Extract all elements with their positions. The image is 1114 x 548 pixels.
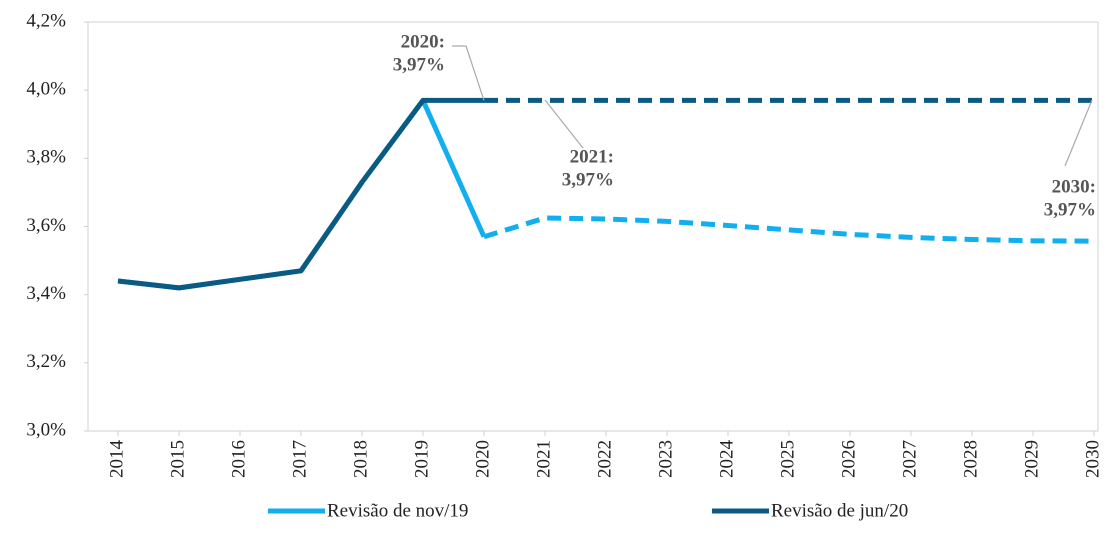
x-tick-label: 2016 bbox=[228, 440, 249, 478]
y-tick-label: 3,4% bbox=[26, 283, 66, 304]
x-tick-label: 2029 bbox=[1021, 440, 1042, 478]
x-tick-label: 2025 bbox=[777, 440, 798, 478]
x-tick-label: 2028 bbox=[960, 440, 981, 478]
series-line bbox=[117, 97, 487, 291]
x-tick-label: 2018 bbox=[350, 440, 371, 478]
annotation-text: 2020: bbox=[401, 31, 445, 52]
plot-frame bbox=[87, 21, 1099, 432]
y-tick-label: 4,0% bbox=[26, 79, 66, 100]
annotation-text: 3,97% bbox=[562, 169, 614, 190]
x-tick-label: 2022 bbox=[594, 440, 615, 478]
annotation-text: 2021: bbox=[570, 146, 614, 167]
legend-label: Revisão de jun/20 bbox=[771, 500, 908, 521]
y-tick-label: 3,2% bbox=[26, 351, 66, 372]
x-tick-label: 2014 bbox=[106, 440, 127, 479]
annotation-text: 2030: bbox=[1052, 176, 1096, 197]
annotation-text: 3,97% bbox=[1044, 199, 1096, 220]
x-tick-label: 2020 bbox=[472, 440, 493, 478]
annotation-leader bbox=[452, 45, 485, 101]
x-tick-label: 2017 bbox=[289, 440, 310, 478]
x-tick-label: 2019 bbox=[411, 440, 432, 478]
x-tick-label: 2026 bbox=[838, 440, 859, 478]
x-tick-label: 2027 bbox=[899, 440, 920, 478]
series-line-projection bbox=[483, 215, 1095, 244]
x-tick-label: 2030 bbox=[1082, 440, 1103, 478]
y-tick-label: 3,6% bbox=[26, 215, 66, 236]
x-tick-label: 2023 bbox=[655, 440, 676, 478]
legend-label: Revisão de nov/19 bbox=[327, 500, 468, 521]
x-tick-label: 2015 bbox=[167, 440, 188, 478]
y-tick-label: 3,8% bbox=[26, 147, 66, 168]
annotation-leader bbox=[1064, 99, 1093, 167]
series-line bbox=[117, 97, 484, 291]
x-tick-label: 2024 bbox=[716, 440, 737, 479]
x-tick-label: 2021 bbox=[533, 440, 554, 478]
y-tick-label: 3,0% bbox=[26, 419, 66, 440]
y-tick-label: 4,2% bbox=[26, 10, 66, 31]
annotation-text: 3,97% bbox=[393, 54, 445, 75]
annotation-leader bbox=[544, 99, 584, 149]
